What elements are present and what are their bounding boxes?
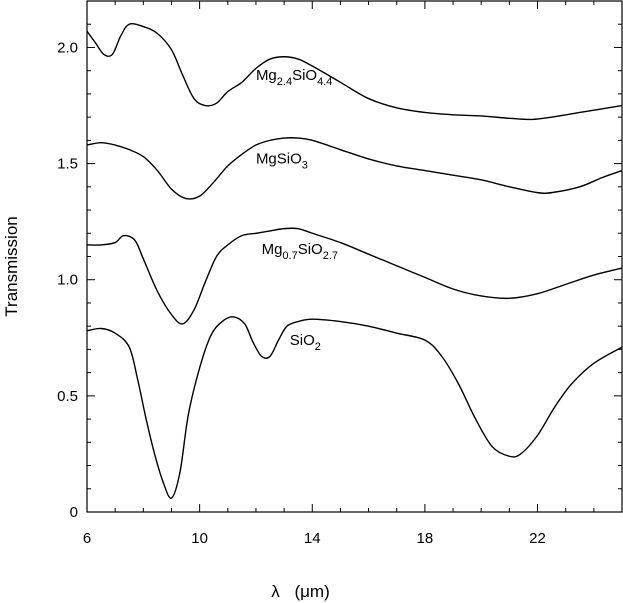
series-label-sio2: SiO2 — [290, 332, 321, 353]
y-tick-label: 0.5 — [57, 388, 78, 405]
series-line-mgsio3 — [86, 137, 623, 200]
x-tick-label: 10 — [191, 530, 208, 547]
y-tick-label: 1.5 — [57, 156, 78, 173]
label-subscript: 2 — [315, 341, 321, 353]
x-tick-label: 14 — [304, 530, 321, 547]
label-subscript: 0.7 — [282, 250, 297, 262]
series-label-mg07: Mg0.7SiO2.7 — [262, 241, 338, 262]
x-tick-label: 6 — [83, 530, 91, 547]
series-line-mg24 — [86, 23, 623, 121]
x-tick-label: 18 — [417, 530, 434, 547]
y-axis-title-group: Transmission — [2, 216, 21, 316]
series-label-mg24: Mg2.4SiO4.4 — [256, 67, 332, 88]
label-subscript: 2.4 — [277, 76, 292, 88]
label-text: SiO — [298, 241, 323, 258]
label-text: Mg — [262, 241, 283, 258]
y-axis-title: Transmission — [2, 216, 21, 316]
x-axis-unit: (μm) — [294, 582, 329, 601]
y-tick-label: 2.0 — [57, 39, 78, 56]
label-text: SiO — [292, 67, 317, 84]
label-text: Mg — [256, 67, 277, 84]
x-axis-title: λ (μm) — [271, 582, 330, 601]
label-subscript: 2.7 — [323, 250, 338, 262]
label-text: SiO — [290, 332, 315, 349]
plot-area: 6 10 14 18 2200.51.01.52.0Mg2.4SiO4.4MgSiO3M… — [57, 0, 623, 547]
label-subscript: 3 — [302, 160, 308, 172]
y-tick-label: 1.0 — [57, 272, 78, 289]
label-text: MgSiO — [256, 151, 302, 168]
series-line-mg07 — [86, 227, 623, 325]
series-line-sio2 — [86, 316, 623, 499]
x-tick-label: 22 — [529, 530, 546, 547]
series-label-mgsio3: MgSiO3 — [256, 151, 308, 172]
label-subscript: 4.4 — [317, 76, 332, 88]
y-tick-label: 0 — [70, 504, 78, 521]
plot-frame — [86, 0, 623, 513]
x-axis-symbol: λ — [271, 582, 280, 601]
